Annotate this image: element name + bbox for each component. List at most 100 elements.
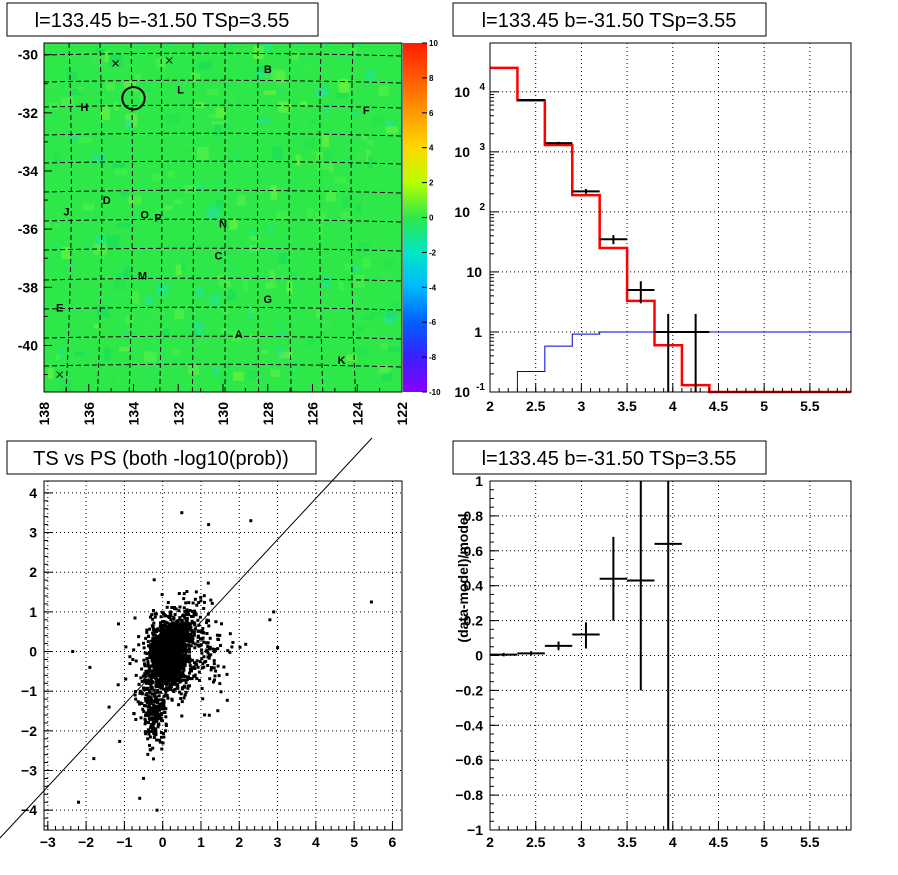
sky-map-pixel bbox=[55, 224, 61, 229]
scatter-point bbox=[146, 705, 150, 709]
scatter-point bbox=[226, 649, 230, 653]
scatter-point bbox=[186, 684, 190, 688]
scatter-point bbox=[174, 659, 178, 663]
scatter-point bbox=[204, 659, 208, 663]
source-label-n: N bbox=[219, 218, 227, 230]
sky-map-pixel bbox=[261, 350, 268, 355]
scatter-point bbox=[189, 644, 193, 648]
x-tick-label: 136 bbox=[81, 402, 97, 426]
sky-map-pixel bbox=[278, 101, 291, 113]
scatter-point bbox=[159, 633, 163, 637]
scatter-point bbox=[149, 729, 153, 733]
sky-map-pixel bbox=[315, 212, 327, 222]
sky-map-pixel bbox=[70, 136, 80, 141]
scatter-point bbox=[177, 636, 181, 640]
sky-map-pixel bbox=[361, 328, 375, 340]
scatter-point bbox=[180, 678, 184, 682]
scatter-point bbox=[214, 669, 218, 673]
scatter-point bbox=[172, 616, 176, 620]
sky-map-texture bbox=[44, 44, 401, 392]
scatter-point bbox=[151, 641, 155, 645]
sky-map-pixel bbox=[82, 202, 94, 211]
scatter-point bbox=[186, 686, 190, 690]
scatter-point bbox=[194, 590, 198, 594]
scatter-point bbox=[212, 680, 215, 684]
scatter-point bbox=[148, 654, 152, 658]
sky-map-pixel bbox=[355, 347, 367, 357]
scatter-point bbox=[180, 700, 184, 704]
scatter-point bbox=[188, 660, 192, 664]
scatter-point bbox=[160, 660, 164, 664]
scatter-point bbox=[168, 644, 172, 648]
scatter-point bbox=[196, 643, 200, 647]
x-tick-label: 3 bbox=[577, 834, 585, 850]
scatter-point bbox=[161, 719, 164, 723]
scatter-outlier bbox=[207, 523, 211, 527]
scatter-point bbox=[188, 609, 192, 612]
sky-map-pixel bbox=[358, 242, 370, 251]
grid-parallel bbox=[43, 79, 403, 84]
scatter-point bbox=[157, 738, 161, 742]
sky-map-pixel bbox=[124, 80, 136, 88]
scatter-point bbox=[205, 621, 208, 625]
scatter-point bbox=[158, 740, 162, 744]
scatter-point bbox=[142, 704, 146, 707]
scatter-point bbox=[170, 680, 174, 684]
scatter-point bbox=[143, 662, 146, 666]
scatter-point bbox=[149, 702, 153, 706]
x-tick-label: 5 bbox=[760, 834, 768, 850]
scatter-point bbox=[203, 600, 206, 604]
scatter-point bbox=[175, 686, 179, 690]
scatter-point bbox=[178, 618, 182, 622]
scatter-point bbox=[147, 651, 151, 655]
x-tick-label: 3.5 bbox=[617, 398, 637, 414]
sky-map-pixel bbox=[263, 90, 277, 95]
scatter-point bbox=[154, 647, 158, 650]
scatter-point bbox=[168, 622, 172, 626]
x-tick-label: −3 bbox=[40, 834, 56, 850]
scatter-point bbox=[190, 669, 193, 673]
scatter-point bbox=[153, 717, 157, 721]
scatter-point bbox=[163, 646, 167, 649]
scatter-point bbox=[134, 659, 138, 663]
scatter-point bbox=[154, 666, 157, 670]
scatter-point bbox=[173, 655, 177, 659]
sky-map-pixel bbox=[300, 101, 308, 107]
scatter-point bbox=[140, 691, 144, 695]
scatter-point bbox=[196, 618, 200, 622]
scatter-point bbox=[175, 623, 179, 627]
scatter-point bbox=[157, 658, 161, 662]
scatter-point bbox=[216, 647, 220, 651]
scatter-point bbox=[152, 757, 155, 761]
scatter-point bbox=[154, 695, 158, 699]
scatter-point bbox=[191, 614, 195, 618]
scatter-point bbox=[179, 692, 183, 696]
scatter-point bbox=[148, 667, 152, 671]
cross-marker bbox=[165, 57, 173, 64]
scatter-point bbox=[176, 625, 180, 629]
sky-map-pixel bbox=[270, 369, 280, 377]
scatter-point bbox=[150, 648, 153, 652]
scatter-point bbox=[132, 648, 136, 652]
sky-map-pixel bbox=[53, 151, 61, 164]
red-histogram bbox=[490, 66, 851, 394]
scatter-point bbox=[149, 615, 152, 619]
y-tick-label: 2 bbox=[29, 564, 37, 580]
sky-map-pixel bbox=[247, 370, 260, 379]
scatter-point bbox=[156, 627, 160, 631]
y-tick-label: 10 bbox=[466, 264, 482, 280]
scatter-point bbox=[142, 688, 146, 692]
y-tick-label: 10 bbox=[454, 144, 470, 160]
sky-map-pixel bbox=[354, 152, 364, 161]
scatter-point bbox=[160, 747, 164, 751]
scatter-point bbox=[182, 666, 186, 670]
scatter-point bbox=[141, 707, 145, 711]
y-tick-label: -30 bbox=[18, 47, 38, 63]
grid-parallel bbox=[43, 104, 403, 109]
scatter-point bbox=[144, 719, 148, 723]
grid-parallel bbox=[43, 277, 403, 282]
sky-map-pixel bbox=[352, 294, 362, 307]
scatter-point bbox=[160, 649, 164, 653]
sky-map-pixel bbox=[311, 86, 322, 91]
scatter-point bbox=[166, 648, 170, 652]
